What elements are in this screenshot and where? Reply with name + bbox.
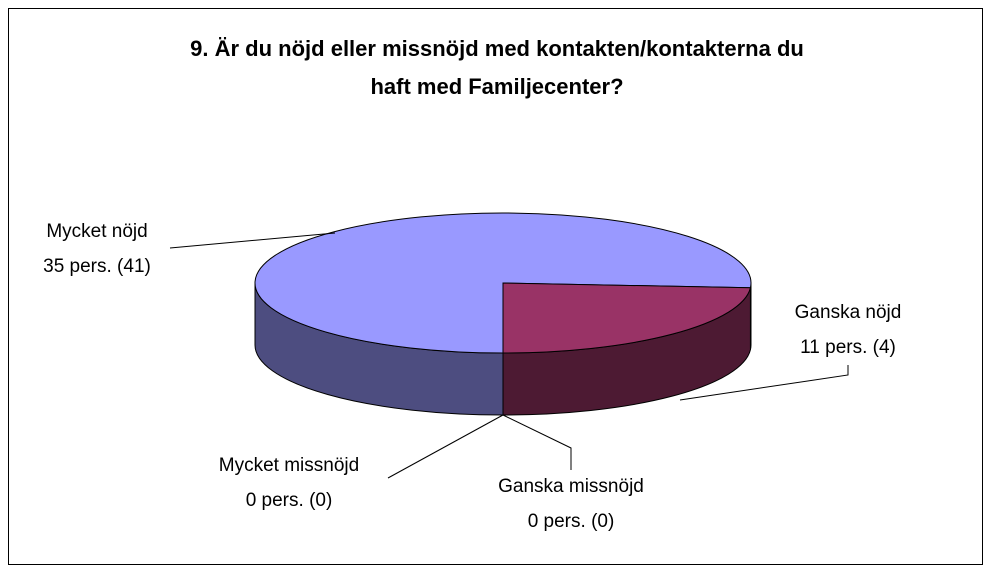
slice-label: Ganska missnöjd	[498, 476, 644, 497]
pie-slice	[502, 282, 752, 354]
slice-label: Ganska nöjd	[795, 302, 902, 323]
chart-title: haft med Familjecenter?	[370, 74, 623, 99]
slice-value-label: 0 pers. (0)	[246, 490, 333, 511]
slice-value-label: 11 pers. (4)	[800, 337, 896, 358]
pie	[254, 212, 752, 416]
slice-value-label: 35 pers. (41)	[43, 256, 151, 277]
leader-line	[387, 414, 504, 479]
slice-label: Mycket nöjd	[46, 221, 147, 242]
leader-line	[679, 365, 849, 401]
leader-line	[502, 414, 572, 470]
chart-title: 9. Är du nöjd eller missnöjd med kontakt…	[190, 36, 804, 61]
leader-line	[169, 232, 336, 249]
slice-label: Mycket missnöjd	[219, 455, 359, 476]
slice-value-label: 0 pers. (0)	[528, 511, 615, 532]
